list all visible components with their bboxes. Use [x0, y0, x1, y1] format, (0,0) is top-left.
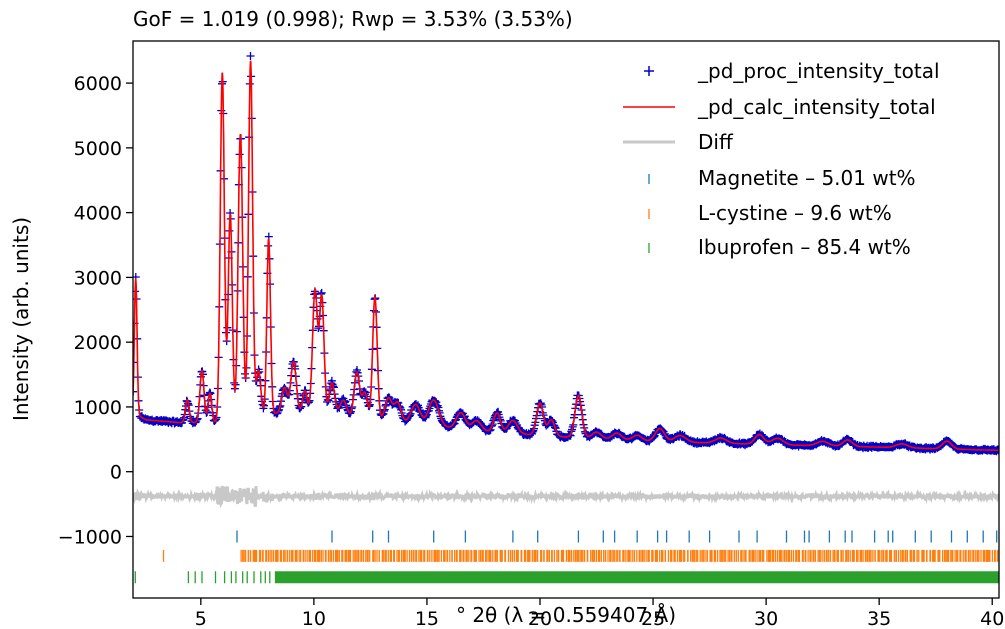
x-tick-label-40: 40 [980, 608, 1004, 629]
legend-entry-calculated: _pd_calc_intensity_total [623, 95, 936, 119]
legend-label-observed: _pd_proc_intensity_total [697, 59, 940, 83]
x-tick-label-15: 15 [415, 608, 439, 629]
legend-entry-lcystine: L-cystine – 9.6 wt% [648, 201, 892, 225]
x-tick-label-10: 10 [302, 608, 326, 629]
phase-reflection-ticks [134, 530, 999, 584]
x-axis: 5 10 15 20 25 30 35 40 [195, 598, 1004, 629]
x-tick-label-25: 25 [641, 608, 665, 629]
y-tick-label-0: 0 [110, 462, 122, 484]
phase-ticks-ibuprofen [134, 571, 999, 584]
x-tick-label-20: 20 [528, 608, 552, 629]
legend-entry-observed: _pd_proc_intensity_total [644, 59, 940, 83]
legend-marker-observed [644, 66, 654, 76]
y-tick-label-5000: 5000 [74, 138, 122, 160]
phase-ticks-magnetite [236, 530, 998, 543]
legend-label-magnetite: Magnetite – 5.01 wt% [698, 166, 916, 190]
y-tick-label-4000: 4000 [74, 203, 122, 225]
y-tick-label-1000: 1000 [74, 397, 122, 419]
x-tick-label-30: 30 [754, 608, 778, 629]
legend-entry-magnetite: Magnetite – 5.01 wt% [648, 166, 916, 190]
y-axis: −1000 0 1000 2000 3000 4000 5000 6000 [58, 73, 133, 548]
y-tick-label-2000: 2000 [74, 332, 122, 354]
y-tick-label-3000: 3000 [74, 267, 122, 289]
plot-frame [132, 40, 1000, 599]
legend-label-lcystine: L-cystine – 9.6 wt% [698, 201, 892, 225]
phase-ticks-lcystine [162, 549, 999, 562]
legend-label-ibuprofen: Ibuprofen – 85.4 wt% [698, 235, 911, 259]
y-tick-label--1000: −1000 [58, 526, 122, 548]
y-axis-label: Intensity (arb. units) [9, 217, 33, 421]
chart-title: GoF = 1.019 (0.998); Rwp = 3.53% (3.53%) [133, 7, 573, 31]
legend-label-calculated: _pd_calc_intensity_total [697, 95, 936, 119]
x-tick-label-5: 5 [195, 608, 207, 629]
difference-curve [133, 485, 999, 509]
plot-area [133, 52, 999, 584]
y-tick-label-6000: 6000 [74, 73, 122, 95]
legend-entry-ibuprofen: Ibuprofen – 85.4 wt% [648, 235, 911, 259]
x-tick-label-35: 35 [867, 608, 891, 629]
legend-label-difference: Diff [698, 130, 734, 154]
legend-entry-difference: Diff [623, 130, 734, 154]
calculated-intensity-curve [133, 60, 999, 452]
x-axis-label: ° 2θ (λ = 0.559407 Å) [456, 603, 676, 627]
legend: _pd_proc_intensity_total _pd_calc_intens… [623, 59, 940, 259]
